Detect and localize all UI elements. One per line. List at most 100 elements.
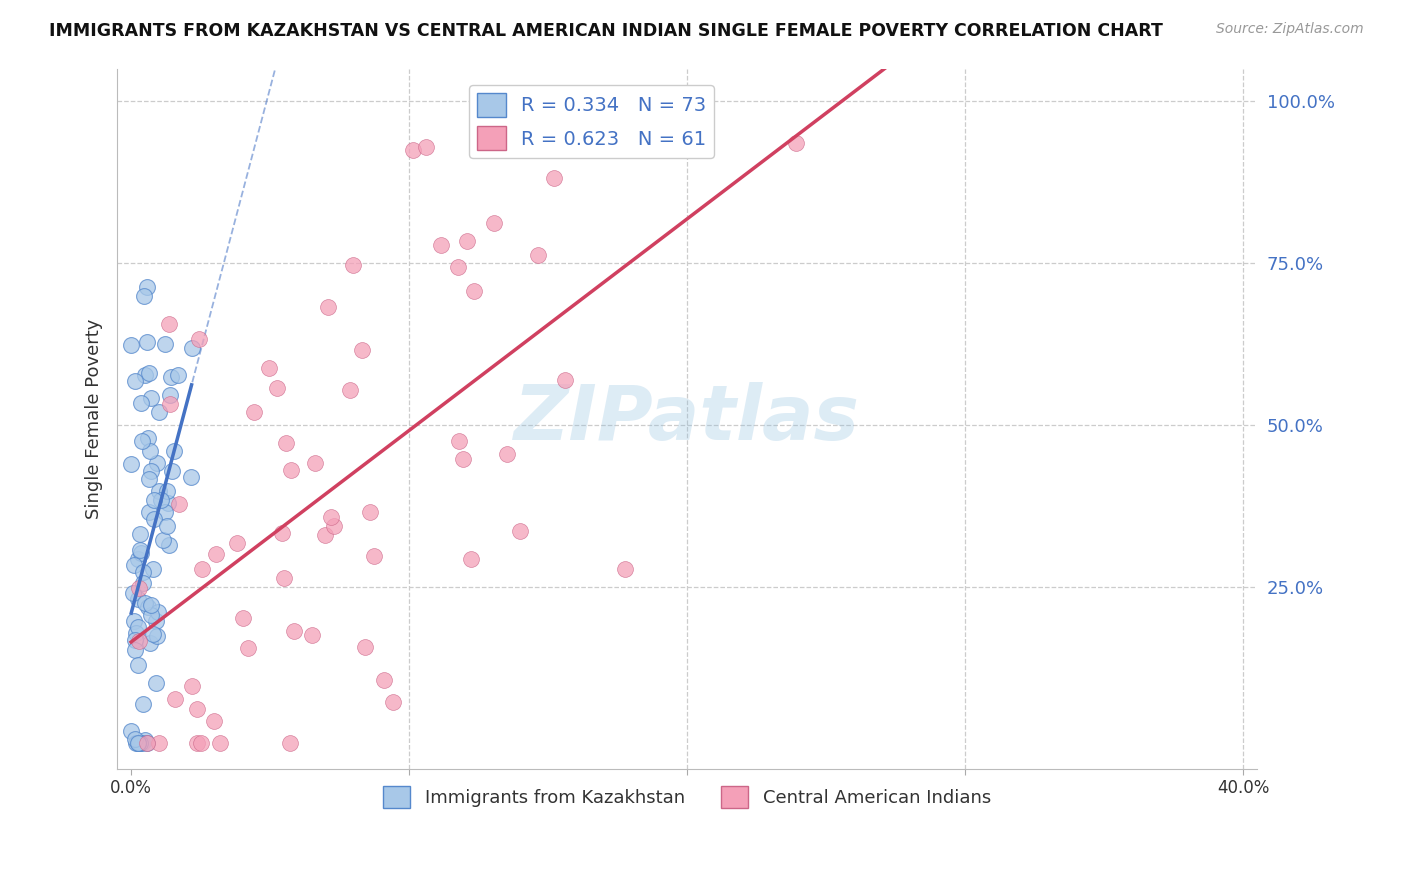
Point	[138, 366, 160, 380]
Point	[139, 464, 162, 478]
Point	[127, 736, 149, 750]
Point	[148, 405, 170, 419]
Point	[527, 248, 550, 262]
Point	[186, 736, 208, 750]
Point	[180, 679, 202, 693]
Point	[482, 215, 505, 229]
Point	[456, 234, 478, 248]
Point	[156, 518, 179, 533]
Point	[135, 736, 157, 750]
Point	[314, 528, 336, 542]
Point	[120, 724, 142, 739]
Point	[188, 332, 211, 346]
Point	[142, 562, 165, 576]
Point	[266, 381, 288, 395]
Point	[129, 542, 152, 557]
Point	[128, 527, 150, 541]
Point	[301, 628, 323, 642]
Point	[124, 731, 146, 746]
Point	[148, 736, 170, 750]
Point	[236, 640, 259, 655]
Point	[131, 434, 153, 449]
Point	[190, 736, 212, 750]
Point	[322, 518, 344, 533]
Text: ZIPatlas: ZIPatlas	[515, 382, 860, 456]
Point	[152, 533, 174, 547]
Point	[134, 596, 156, 610]
Point	[180, 470, 202, 484]
Point	[627, 142, 650, 156]
Point	[128, 736, 150, 750]
Point	[381, 695, 404, 709]
Point	[363, 549, 385, 563]
Point	[451, 452, 474, 467]
Point	[180, 341, 202, 355]
Point	[159, 539, 181, 553]
Point	[208, 736, 231, 750]
Point	[132, 697, 155, 711]
Point	[160, 464, 183, 478]
Point	[129, 546, 152, 560]
Point	[163, 444, 186, 458]
Point	[120, 337, 142, 351]
Point	[232, 611, 254, 625]
Point	[139, 391, 162, 405]
Point	[136, 280, 159, 294]
Point	[157, 317, 180, 331]
Point	[143, 492, 166, 507]
Point	[127, 620, 149, 634]
Point	[146, 456, 169, 470]
Point	[142, 627, 165, 641]
Point	[136, 431, 159, 445]
Point	[127, 551, 149, 566]
Point	[304, 456, 326, 470]
Point	[124, 614, 146, 628]
Point	[283, 624, 305, 638]
Point	[125, 626, 148, 640]
Point	[146, 606, 169, 620]
Point	[160, 370, 183, 384]
Point	[128, 582, 150, 596]
Point	[131, 576, 153, 591]
Point	[449, 434, 471, 449]
Point	[148, 484, 170, 499]
Point	[463, 284, 485, 298]
Point	[460, 551, 482, 566]
Point	[125, 736, 148, 750]
Point	[136, 600, 159, 615]
Point	[166, 368, 188, 382]
Point	[278, 736, 301, 750]
Point	[273, 571, 295, 585]
Point	[127, 736, 149, 750]
Point	[124, 558, 146, 573]
Point	[373, 673, 395, 687]
Point	[447, 260, 470, 275]
Point	[124, 643, 146, 657]
Point	[614, 561, 637, 575]
Point	[146, 629, 169, 643]
Point	[127, 657, 149, 672]
Point	[270, 526, 292, 541]
Point	[127, 592, 149, 607]
Text: IMMIGRANTS FROM KAZAKHSTAN VS CENTRAL AMERICAN INDIAN SINGLE FEMALE POVERTY CORR: IMMIGRANTS FROM KAZAKHSTAN VS CENTRAL AM…	[49, 22, 1163, 40]
Point	[202, 714, 225, 728]
Point	[280, 463, 302, 477]
Point	[318, 300, 340, 314]
Point	[415, 140, 437, 154]
Point	[159, 397, 181, 411]
Point	[120, 457, 142, 471]
Point	[121, 586, 143, 600]
Point	[138, 505, 160, 519]
Point	[429, 238, 451, 252]
Point	[156, 483, 179, 498]
Point	[136, 334, 159, 349]
Point	[132, 566, 155, 580]
Point	[139, 444, 162, 458]
Point	[139, 636, 162, 650]
Y-axis label: Single Female Poverty: Single Female Poverty	[86, 318, 103, 519]
Point	[167, 497, 190, 511]
Point	[191, 562, 214, 576]
Point	[134, 732, 156, 747]
Point	[150, 492, 173, 507]
Point	[274, 436, 297, 450]
